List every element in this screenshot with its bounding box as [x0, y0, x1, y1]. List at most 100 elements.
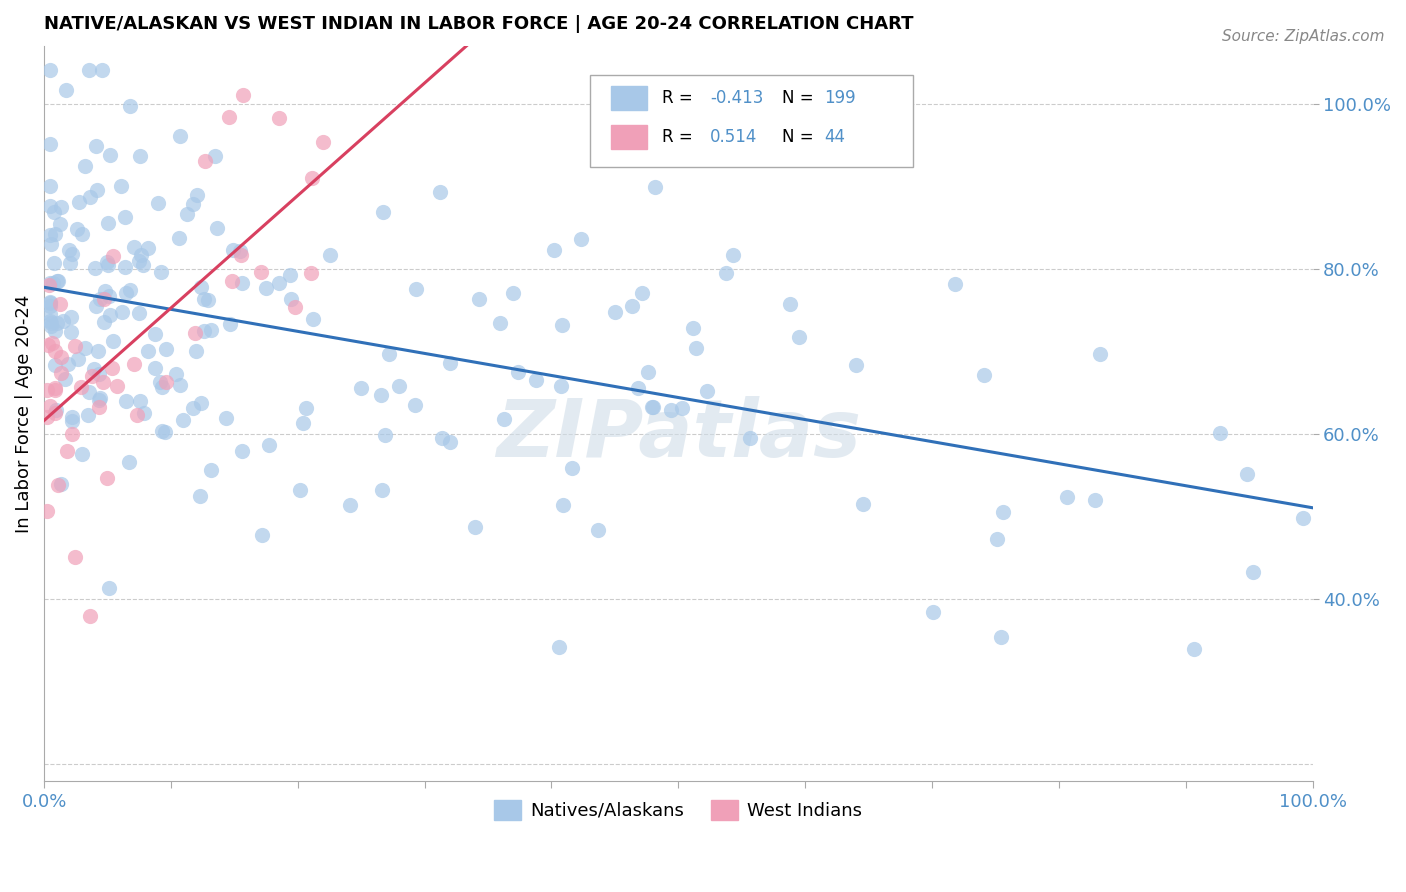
- Point: [183, 326, 205, 340]
- Point: [44, 406, 66, 420]
- Point: [302, 311, 325, 326]
- Point: [35, 383, 58, 397]
- Point: [370, 483, 392, 497]
- Text: -0.413: -0.413: [710, 89, 763, 107]
- Point: [39, 137, 62, 152]
- Point: [215, 410, 238, 425]
- Point: [167, 231, 190, 245]
- Text: 44: 44: [824, 128, 845, 146]
- Point: [49, 200, 72, 214]
- Point: [569, 232, 592, 246]
- Point: [378, 346, 401, 360]
- Point: [75, 341, 97, 355]
- Point: [73, 159, 96, 173]
- Point: [280, 292, 302, 306]
- Point: [37, 337, 59, 351]
- Point: [219, 317, 242, 331]
- Point: [87, 400, 110, 414]
- Point: [59, 256, 82, 270]
- Point: [181, 197, 204, 211]
- Point: [114, 211, 136, 225]
- Point: [132, 258, 155, 272]
- Point: [152, 425, 174, 439]
- Point: [86, 343, 108, 358]
- Point: [596, 120, 619, 135]
- Point: [58, 357, 80, 371]
- Point: [49, 217, 72, 231]
- Point: [637, 365, 659, 379]
- Point: [124, 357, 146, 371]
- Point: [39, 199, 62, 213]
- Point: [89, 392, 111, 407]
- Point: [464, 520, 486, 534]
- Point: [51, 366, 73, 380]
- Point: [136, 343, 159, 358]
- Point: [312, 136, 335, 150]
- Text: N =: N =: [782, 89, 814, 107]
- Point: [194, 154, 217, 169]
- Point: [1291, 511, 1313, 525]
- Point: [973, 368, 995, 382]
- Point: [39, 63, 62, 78]
- Point: [39, 295, 62, 310]
- Point: [543, 243, 565, 257]
- Point: [120, 99, 142, 113]
- Point: [97, 258, 120, 272]
- Point: [190, 395, 212, 409]
- Point: [494, 412, 516, 426]
- Point: [38, 399, 60, 413]
- Point: [39, 319, 62, 334]
- Point: [79, 190, 101, 204]
- FancyBboxPatch shape: [612, 87, 647, 110]
- Point: [197, 293, 219, 307]
- Point: [98, 289, 121, 303]
- Text: R =: R =: [662, 128, 697, 146]
- Point: [39, 178, 62, 193]
- Point: [42, 256, 65, 270]
- Point: [1090, 347, 1112, 361]
- Point: [82, 369, 104, 384]
- Point: [115, 286, 138, 301]
- Point: [55, 83, 77, 97]
- Point: [145, 327, 167, 342]
- Point: [44, 325, 66, 339]
- Point: [128, 393, 150, 408]
- Point: [184, 344, 207, 359]
- Point: [190, 279, 212, 293]
- Point: [1209, 426, 1232, 441]
- Point: [1241, 565, 1264, 579]
- Point: [250, 265, 273, 279]
- Point: [41, 336, 63, 351]
- Text: R =: R =: [662, 89, 697, 107]
- Text: Source: ZipAtlas.com: Source: ZipAtlas.com: [1222, 29, 1385, 44]
- Point: [98, 147, 121, 161]
- Point: [231, 248, 253, 262]
- Point: [301, 170, 323, 185]
- Point: [52, 313, 75, 327]
- Point: [49, 296, 72, 310]
- Point: [101, 360, 124, 375]
- Point: [49, 350, 72, 364]
- Point: [143, 360, 166, 375]
- Text: N =: N =: [782, 128, 814, 146]
- Point: [685, 341, 707, 355]
- Point: [96, 255, 118, 269]
- Point: [41, 276, 63, 290]
- Point: [72, 448, 94, 462]
- Point: [45, 317, 67, 331]
- Point: [39, 237, 62, 252]
- Point: [155, 342, 177, 356]
- Point: [84, 299, 107, 313]
- Point: [44, 358, 66, 372]
- Point: [114, 260, 136, 275]
- Point: [207, 220, 229, 235]
- Point: [39, 316, 62, 330]
- Point: [291, 416, 314, 430]
- Point: [84, 139, 107, 153]
- Point: [489, 316, 512, 330]
- Point: [98, 581, 121, 595]
- Point: [46, 274, 69, 288]
- Point: [42, 205, 65, 219]
- Point: [439, 434, 461, 449]
- Point: [176, 207, 198, 221]
